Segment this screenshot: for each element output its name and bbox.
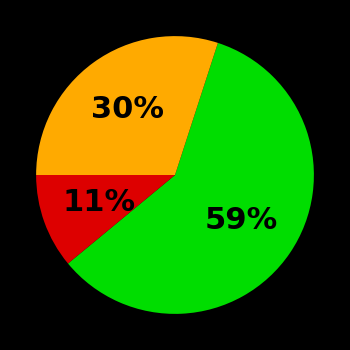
Wedge shape <box>36 175 175 264</box>
Text: 11%: 11% <box>63 188 136 217</box>
Text: 30%: 30% <box>91 95 164 124</box>
Text: 59%: 59% <box>205 206 278 235</box>
Wedge shape <box>36 36 218 175</box>
Wedge shape <box>68 43 314 314</box>
